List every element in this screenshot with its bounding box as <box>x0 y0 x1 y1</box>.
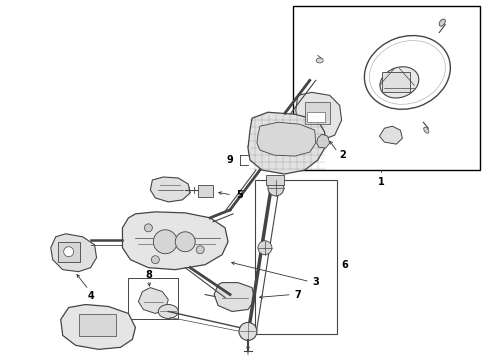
Circle shape <box>258 241 272 255</box>
Polygon shape <box>379 126 402 144</box>
Polygon shape <box>296 92 342 140</box>
Text: 3: 3 <box>312 276 319 287</box>
Polygon shape <box>51 234 97 272</box>
Polygon shape <box>138 288 168 314</box>
Circle shape <box>196 246 204 254</box>
Bar <box>128 278 178 319</box>
Polygon shape <box>61 305 135 349</box>
Ellipse shape <box>424 127 429 133</box>
Circle shape <box>153 230 177 254</box>
Bar <box>78 315 117 336</box>
Bar <box>383 72 410 92</box>
Circle shape <box>64 247 74 257</box>
Text: 5: 5 <box>237 190 244 200</box>
Text: 7: 7 <box>294 289 301 300</box>
Ellipse shape <box>316 58 323 63</box>
Bar <box>255 180 337 334</box>
Polygon shape <box>317 134 330 148</box>
Text: 1: 1 <box>378 177 385 187</box>
Polygon shape <box>150 177 190 202</box>
Text: 2: 2 <box>339 150 346 160</box>
Ellipse shape <box>158 305 178 319</box>
Bar <box>266 175 284 185</box>
Text: 8: 8 <box>145 270 152 280</box>
Polygon shape <box>122 212 228 270</box>
Circle shape <box>239 323 257 340</box>
Circle shape <box>145 224 152 232</box>
Ellipse shape <box>439 19 445 26</box>
Text: 9: 9 <box>227 155 233 165</box>
Ellipse shape <box>380 67 419 98</box>
Polygon shape <box>257 122 316 156</box>
Bar <box>198 185 213 197</box>
Bar <box>293 6 480 170</box>
Bar <box>58 242 80 262</box>
Circle shape <box>175 232 195 252</box>
Polygon shape <box>248 112 325 174</box>
Text: 6: 6 <box>341 260 348 270</box>
Circle shape <box>151 256 159 264</box>
Bar <box>305 102 330 124</box>
Text: 4: 4 <box>87 291 94 301</box>
Bar <box>307 112 325 122</box>
Polygon shape <box>214 283 255 311</box>
Circle shape <box>268 180 284 196</box>
